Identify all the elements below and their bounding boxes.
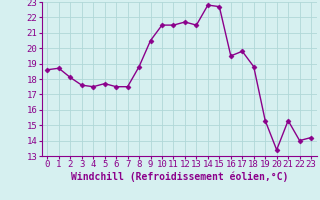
X-axis label: Windchill (Refroidissement éolien,°C): Windchill (Refroidissement éolien,°C) <box>70 172 288 182</box>
